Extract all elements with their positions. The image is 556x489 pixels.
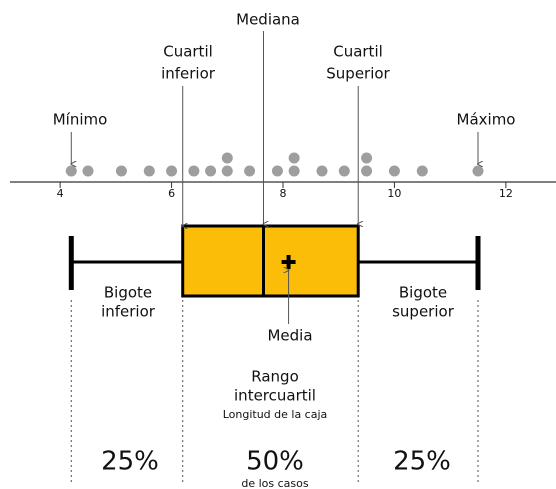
label-maximum: Máximo [457, 111, 516, 129]
data-point [115, 165, 127, 177]
tick-label: 12 [499, 187, 513, 200]
label-lower-quartile: inferior [161, 65, 216, 83]
mean-marker [281, 255, 296, 269]
data-point [361, 152, 373, 164]
data-point [388, 165, 400, 177]
data-point [221, 152, 233, 164]
label-median: Mediana [236, 11, 300, 29]
data-point [221, 165, 233, 177]
data-point [338, 165, 350, 177]
share-left: 25% [101, 447, 159, 477]
label-iqr: intercuartil [234, 387, 316, 405]
share-middle-note: de los casos [241, 477, 309, 489]
data-point [271, 165, 283, 177]
label-iqr: Rango [251, 368, 299, 386]
label-lower-quartile: Cuartil [163, 43, 213, 61]
data-point [205, 165, 217, 177]
tick-label: 6 [168, 187, 175, 200]
data-point [416, 165, 428, 177]
label-iqr-note: Longitud de la caja [223, 408, 328, 421]
data-point [288, 165, 300, 177]
data-point [244, 165, 256, 177]
tick-label: 10 [387, 187, 401, 200]
label-upper-whisker: superior [392, 303, 455, 321]
data-point [316, 165, 328, 177]
data-point [82, 165, 94, 177]
label-lower-whisker: inferior [101, 303, 156, 321]
label-upper-quartile: Superior [326, 65, 390, 83]
label-upper-quartile: Cuartil [333, 43, 383, 61]
data-point [472, 165, 484, 177]
label-lower-whisker: Bigote [104, 284, 152, 302]
share-middle: 50% [246, 447, 304, 477]
tick-label: 8 [280, 187, 287, 200]
data-point [166, 165, 178, 177]
label-minimum: Mínimo [53, 111, 108, 129]
data-point [288, 152, 300, 164]
box [181, 224, 360, 298]
tick-label: 4 [57, 187, 64, 200]
label-mean: Media [267, 327, 312, 345]
data-point [361, 165, 373, 177]
data-point [143, 165, 155, 177]
data-point [188, 165, 200, 177]
data-point [65, 165, 77, 177]
label-upper-whisker: Bigote [399, 284, 447, 302]
share-right: 25% [393, 447, 451, 477]
